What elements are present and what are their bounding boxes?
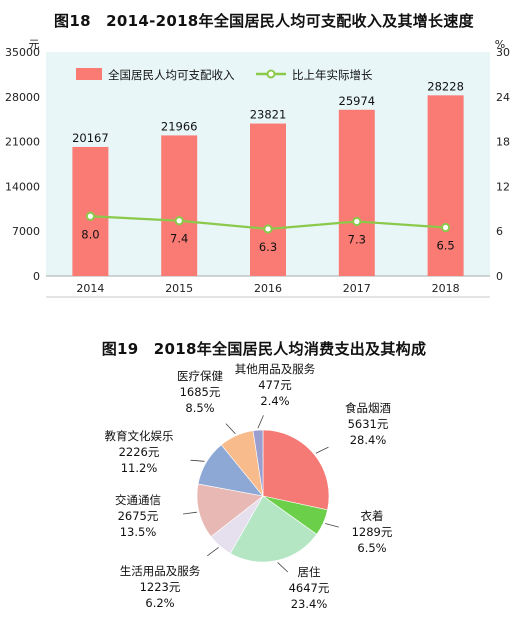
left-y-tick-label: 21000 — [5, 136, 40, 149]
pie-slice-2 — [262, 495, 328, 535]
right-y-tick-label: 24 — [496, 91, 510, 104]
pie-label-percent: 13.5% — [120, 525, 157, 539]
growth-value-label: 6.3 — [259, 240, 277, 254]
pie-label-name: 交通通信 — [115, 493, 161, 507]
left-y-tick-label: 14000 — [5, 180, 40, 193]
pie-label-amount: 1685元 — [180, 385, 221, 399]
pie-leader-line — [325, 523, 339, 528]
bar-value-label: 20167 — [72, 131, 109, 145]
pie-label-percent: 6.5% — [357, 541, 386, 555]
pie-label-amount: 2226元 — [119, 445, 160, 459]
pie-label-amount: 1289元 — [352, 525, 393, 539]
growth-value-label: 7.4 — [170, 232, 188, 246]
bar-value-label: 28228 — [427, 79, 464, 93]
bar-2017 — [338, 109, 375, 276]
pie-leader-line — [183, 511, 198, 515]
growth-point — [263, 224, 273, 234]
pie-label-name: 居住 — [298, 565, 321, 579]
pie-label-amount: 1223元 — [140, 580, 181, 594]
pie-label-name: 教育文化娱乐 — [105, 429, 174, 443]
pie-slice-6 — [197, 444, 264, 497]
bar-value-label: 25974 — [339, 94, 376, 108]
pie-leader-line — [257, 415, 264, 429]
growth-point — [174, 216, 184, 226]
growth-value-label: 8.0 — [81, 227, 99, 241]
pie-label-name: 生活用品及服务 — [120, 564, 201, 578]
pie-label-amount: 4647元 — [289, 581, 330, 595]
chart2-title: 图19 2018年全国居民人均消费支出及其构成 — [101, 340, 427, 358]
pie-label-amount: 2675元 — [118, 509, 159, 523]
pie-leader-line — [315, 446, 329, 454]
pie-label-amount: 477元 — [258, 378, 292, 392]
left-y-tick-label: 0 — [33, 270, 40, 283]
right-y-tick-label: 30 — [496, 46, 510, 59]
right-y-tick-label: 12 — [496, 180, 510, 193]
pie-leader-line — [207, 547, 219, 557]
x-tick-label: 2018 — [432, 282, 460, 295]
right-y-tick-label: 0 — [496, 270, 503, 283]
pie-label-amount: 5631元 — [348, 417, 389, 431]
pie-slice-5 — [196, 483, 264, 538]
chart1-title: 图18 2014-2018年全国居民人均可支配收入及其增长速度 — [54, 12, 474, 30]
pie-slice-4 — [210, 495, 264, 554]
pie-label-percent: 6.2% — [145, 596, 174, 610]
pie-label-percent: 2.4% — [260, 394, 289, 408]
pie-slice-3 — [229, 495, 318, 563]
pie-label-percent: 28.4% — [350, 433, 387, 447]
growth-point — [85, 211, 96, 221]
bar-2015 — [161, 135, 198, 276]
bar-value-label: 23821 — [250, 108, 287, 122]
bar-value-label: 21966 — [161, 119, 198, 133]
pie-label-name: 医疗保健 — [177, 369, 223, 383]
growth-point — [352, 216, 362, 227]
bar-2014 — [72, 146, 109, 276]
pie-leader-line — [225, 423, 236, 435]
pie-slice-1 — [262, 429, 330, 511]
pie-slice-8 — [252, 429, 264, 497]
left-axis-unit: 元 — [29, 38, 40, 51]
left-y-tick-label: 35000 — [5, 46, 40, 59]
pie-leader-line — [190, 459, 205, 462]
x-tick-label: 2017 — [343, 282, 371, 295]
pie-leader-line — [277, 562, 289, 573]
legend-bar-swatch — [76, 68, 102, 80]
bar-2016 — [250, 123, 286, 277]
pie-slice-7 — [220, 430, 264, 498]
bar-line-chart: 元 % 20167 21966 23821 25974 28228 8.0 7.4 6.3 7… — [5, 38, 510, 298]
legend-line-marker — [266, 69, 276, 79]
legend-bar-label: 全国居民人均可支配收入 — [108, 68, 235, 82]
x-tick-label: 2015 — [165, 282, 193, 295]
left-y-tick-label: 28000 — [5, 91, 40, 104]
growth-value-label: 7.3 — [348, 232, 366, 246]
x-tick-label: 2016 — [254, 282, 282, 295]
pie-label-percent: 11.2% — [121, 461, 158, 475]
growth-point — [441, 222, 451, 233]
pie-label-name: 衣着 — [361, 509, 384, 523]
pie-label-percent: 23.4% — [291, 597, 328, 611]
growth-value-label: 6.5 — [436, 238, 454, 252]
right-axis-unit: % — [495, 38, 505, 51]
x-tick-label: 2014 — [76, 282, 104, 295]
bar-2018 — [427, 95, 464, 277]
right-y-tick-label: 6 — [496, 225, 503, 238]
legend-line-label: 比上年实际增长 — [292, 68, 373, 82]
left-y-tick-label: 7000 — [12, 225, 40, 238]
right-y-tick-label: 18 — [496, 136, 510, 149]
pie-label-percent: 8.5% — [185, 401, 214, 415]
pie-label-name: 食品烟酒 — [345, 401, 391, 415]
pie-label-name: 其他用品及服务 — [235, 362, 316, 376]
